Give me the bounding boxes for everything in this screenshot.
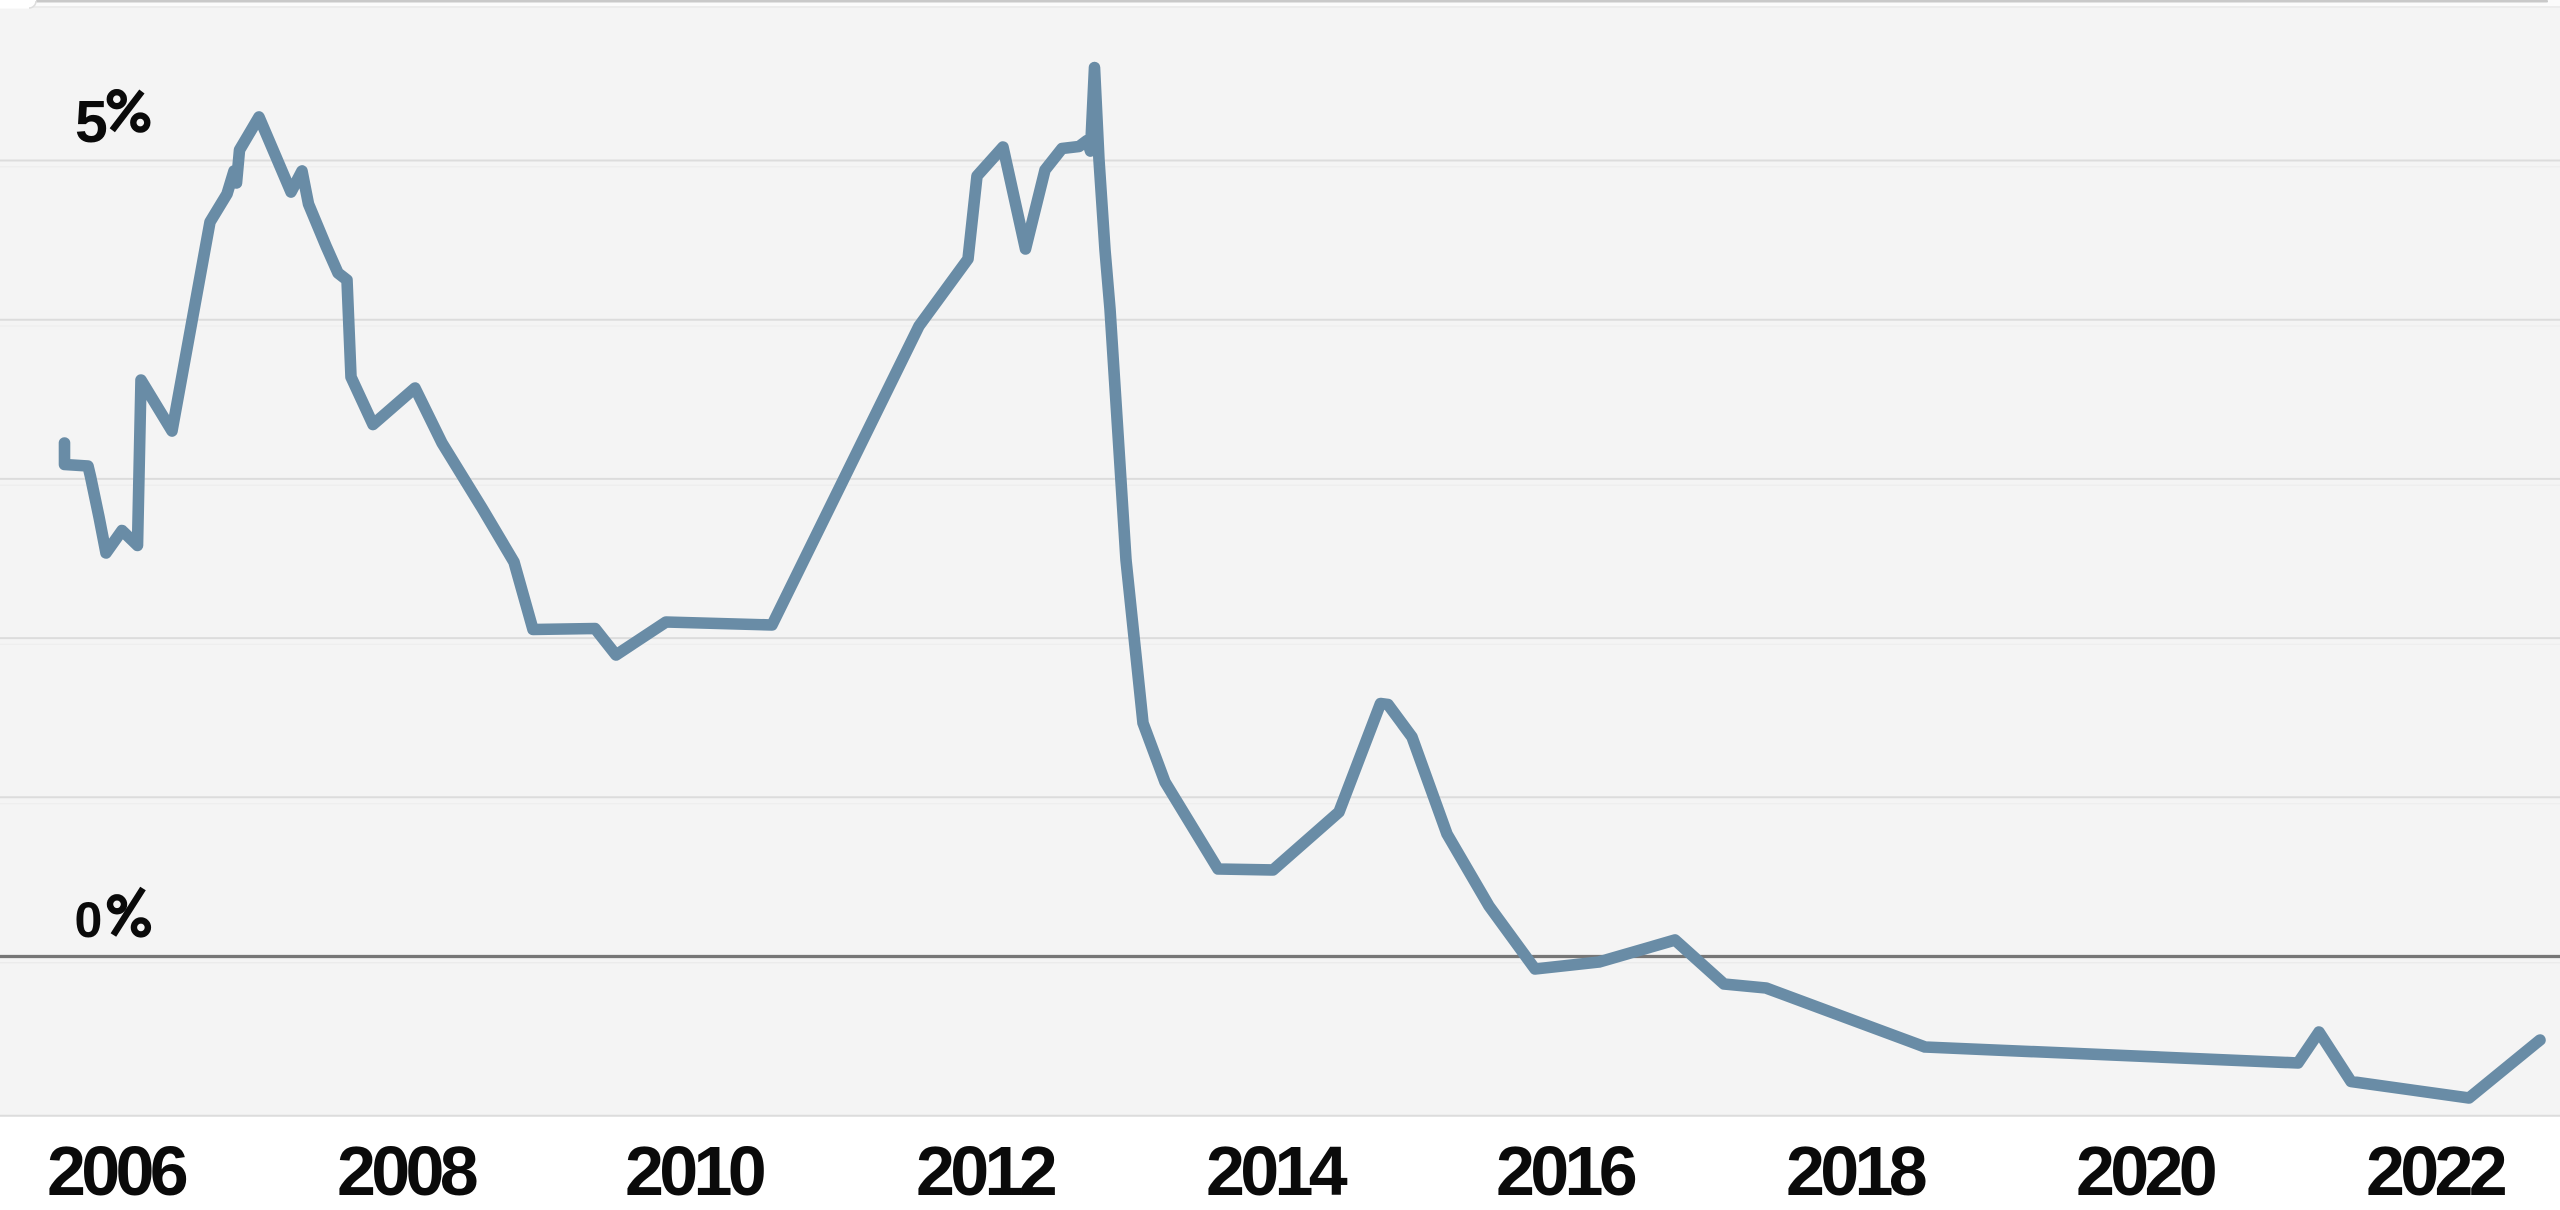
svg-text:0: 0 xyxy=(75,892,103,948)
svg-text:2012: 2012 xyxy=(916,1132,1056,1205)
svg-text:2020: 2020 xyxy=(2076,1132,2216,1205)
svg-text:2016: 2016 xyxy=(1496,1132,1636,1205)
svg-text:2006: 2006 xyxy=(47,1132,187,1205)
svg-text:2014: 2014 xyxy=(1206,1132,1348,1205)
svg-text:2018: 2018 xyxy=(1786,1132,1926,1205)
svg-text:2022: 2022 xyxy=(2366,1132,2506,1205)
svg-text:2010: 2010 xyxy=(625,1132,765,1205)
svg-text:5: 5 xyxy=(75,89,108,155)
svg-text:2008: 2008 xyxy=(337,1132,477,1205)
